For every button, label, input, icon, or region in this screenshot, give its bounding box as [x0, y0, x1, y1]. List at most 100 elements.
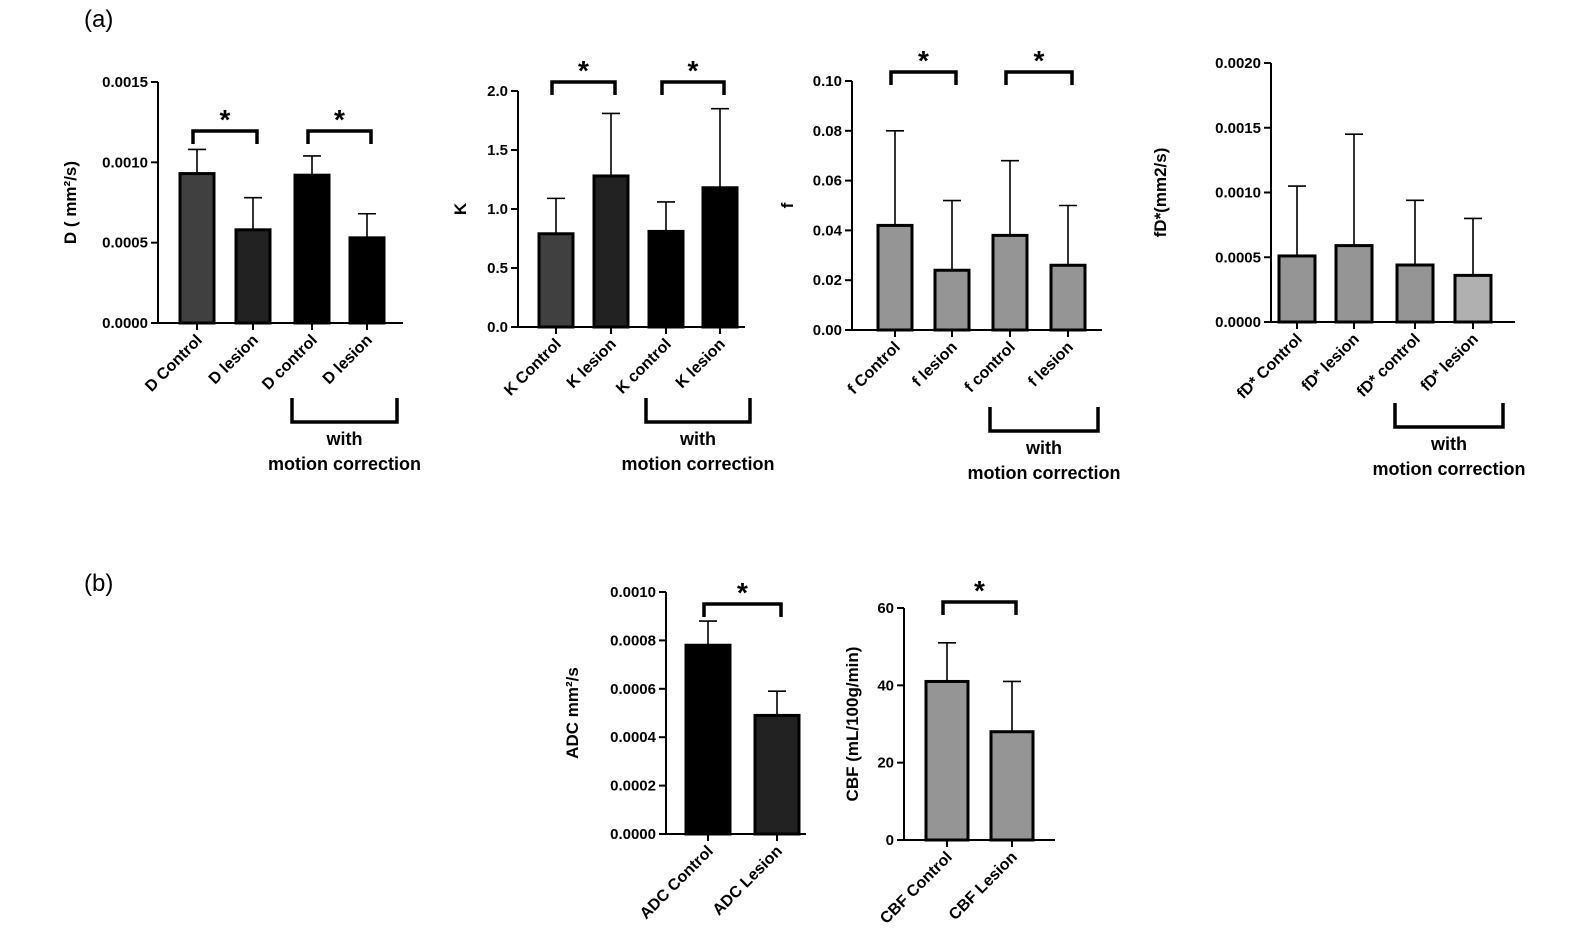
x-tick-label: D lesion — [206, 332, 262, 388]
y-tick-label: 0.0000 — [1215, 314, 1261, 331]
group-bracket — [644, 398, 752, 424]
significance-star: * — [974, 575, 985, 606]
group-note-line1: with — [679, 429, 716, 449]
group-note-line2: motion correction — [621, 454, 774, 474]
x-tick-label: K control — [613, 336, 675, 398]
y-tick-label: 0.0010 — [1215, 185, 1261, 202]
y-tick-label: 0.5 — [487, 260, 508, 277]
group-note-line1: with — [1430, 434, 1467, 454]
significance-bracket — [702, 602, 783, 617]
chart-5: 0.0000 0.0002 0.0004 0.0006 0.0008 0.0010 ADC … — [563, 577, 806, 923]
x-tick-label: K Control — [501, 336, 565, 400]
significance-star: * — [220, 104, 231, 135]
y-tick-label: 0.0015 — [1215, 120, 1261, 137]
group-note-line2: motion correction — [1372, 459, 1525, 479]
y-tick-label: 0.0000 — [610, 826, 656, 843]
bar — [701, 186, 739, 329]
y-tick-label: 0.10 — [813, 73, 842, 90]
x-tick-label: fD* lesion — [1418, 331, 1482, 395]
bar — [1453, 273, 1493, 324]
bar — [537, 232, 575, 329]
panel-label-b: (b) — [84, 570, 114, 597]
group-note-line1: with — [326, 429, 363, 449]
significance-star: * — [688, 55, 699, 86]
x-tick-label: D Control — [142, 332, 206, 396]
y-tick-label: 0.0008 — [610, 632, 656, 649]
y-tick-label: 2.0 — [487, 83, 508, 100]
bar — [1277, 254, 1317, 324]
group-bracket — [988, 407, 1100, 433]
significance-bracket — [1004, 70, 1074, 85]
significance-bracket — [191, 129, 259, 144]
bar — [924, 679, 970, 842]
group-bracket — [1393, 403, 1505, 429]
significance-bracket — [660, 80, 726, 95]
y-tick-label: 60 — [877, 600, 894, 617]
y-axis-label: D ( mm²/s) — [61, 161, 80, 244]
y-tick-label: 0.0015 — [102, 74, 148, 91]
y-tick-label: 0.0010 — [610, 584, 656, 601]
bar — [647, 229, 685, 329]
y-tick-label: 0.06 — [813, 173, 842, 190]
bar — [1049, 263, 1087, 332]
y-axis-label: ADC mm²/s — [563, 667, 582, 759]
x-tick-label: CBF Control — [877, 849, 956, 928]
x-tick-label: f lesion — [909, 339, 961, 391]
y-tick-label: 20 — [877, 755, 894, 772]
y-tick-label: 0.0002 — [610, 778, 656, 795]
y-tick-label: 0.0 — [487, 319, 508, 336]
significance-bracket — [550, 80, 617, 95]
bar — [178, 172, 216, 325]
x-tick-label: D control — [259, 332, 321, 394]
bar — [933, 268, 971, 332]
y-tick-label: 0.0010 — [102, 154, 148, 171]
y-axis-label: K — [451, 202, 470, 215]
x-tick-label: fD* Control — [1234, 331, 1306, 403]
x-tick-label: ADC Control — [637, 843, 717, 923]
y-axis-label: CBF (mL/100g/min) — [843, 647, 862, 802]
y-tick-label: 0.00 — [813, 322, 842, 339]
y-tick-label: 0.08 — [813, 123, 842, 140]
significance-bracket — [941, 600, 1018, 615]
significance-bracket — [306, 129, 373, 144]
bar — [989, 730, 1035, 842]
y-tick-label: 0.04 — [813, 222, 843, 239]
y-tick-label: 0.0006 — [610, 681, 656, 698]
chart-4: 0.0000 0.0005 0.0010 0.0015 0.0020 fD*(mm2/s)… — [1151, 55, 1526, 479]
x-tick-label: K lesion — [673, 336, 729, 392]
group-note-line2: motion correction — [268, 454, 421, 474]
group-bracket — [290, 398, 399, 424]
bar — [234, 228, 272, 325]
x-tick-label: fD* lesion — [1299, 331, 1363, 395]
bar — [293, 173, 331, 325]
panel-label-a: (a) — [84, 6, 114, 33]
bar — [1334, 244, 1374, 324]
bar — [348, 236, 386, 325]
y-tick-label: 0.0004 — [610, 729, 657, 746]
y-tick-label: 0.0000 — [102, 315, 148, 332]
group-note-line1: with — [1025, 438, 1062, 458]
x-tick-label: ADC Lesion — [710, 843, 786, 919]
x-tick-label: CBF Lesion — [946, 849, 1021, 924]
y-tick-label: 0.0005 — [102, 235, 148, 252]
x-tick-label: f Control — [845, 339, 904, 398]
significance-star: * — [1034, 45, 1045, 76]
bar — [684, 643, 732, 836]
y-tick-label: 0.02 — [813, 272, 842, 289]
x-tick-label: D lesion — [320, 332, 376, 388]
x-tick-label: f control — [962, 339, 1019, 396]
bar — [876, 223, 914, 332]
significance-star: * — [737, 577, 748, 608]
y-tick-label: 0.0020 — [1215, 55, 1261, 72]
y-tick-label: 1.0 — [487, 201, 508, 218]
bar — [991, 233, 1029, 332]
y-tick-label: 0 — [886, 832, 894, 849]
x-tick-label: f lesion — [1025, 339, 1077, 391]
y-tick-label: 0.0005 — [1215, 249, 1261, 266]
significance-star: * — [578, 55, 589, 86]
bar — [753, 713, 801, 836]
